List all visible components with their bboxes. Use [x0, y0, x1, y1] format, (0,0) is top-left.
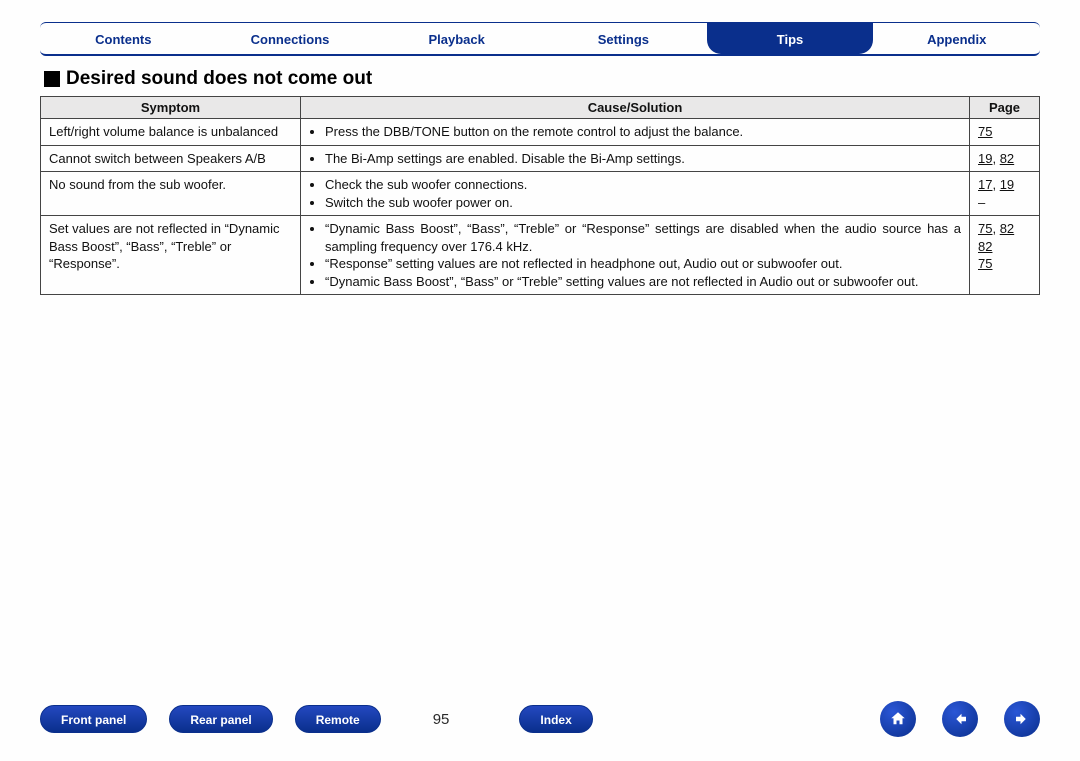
- tab-label: Playback: [428, 32, 484, 47]
- page-cell: 19, 82: [970, 145, 1040, 172]
- tab-playback[interactable]: Playback: [373, 23, 540, 54]
- arrow-right-icon: [1013, 710, 1031, 728]
- button-label: Front panel: [61, 713, 126, 727]
- tab-label: Settings: [598, 32, 649, 47]
- cause-item: The Bi-Amp settings are enabled. Disable…: [325, 150, 961, 168]
- top-nav: Contents Connections Playback Settings T…: [40, 22, 1040, 56]
- front-panel-button[interactable]: Front panel: [40, 705, 147, 733]
- page-link[interactable]: 19: [978, 151, 992, 166]
- cause-cell: Check the sub woofer connections.Switch …: [301, 172, 970, 216]
- page-link[interactable]: 75: [978, 221, 992, 236]
- page-link[interactable]: 82: [978, 239, 992, 254]
- cause-item: “Response” setting values are not reflec…: [325, 255, 961, 273]
- symptom-cell: Left/right volume balance is unbalanced: [41, 119, 301, 146]
- section-header: Desired sound does not come out: [44, 68, 1040, 90]
- prev-page-button[interactable]: [942, 701, 978, 737]
- cause-item: Switch the sub woofer power on.: [325, 194, 961, 212]
- home-icon: [889, 710, 907, 728]
- tab-label: Appendix: [927, 32, 986, 47]
- page-link[interactable]: 19: [1000, 177, 1014, 192]
- button-label: Remote: [316, 713, 360, 727]
- nav-circle-group: [880, 701, 1040, 737]
- page-number: 95: [433, 711, 450, 728]
- page-link[interactable]: 82: [1000, 221, 1014, 236]
- tab-tips[interactable]: Tips: [707, 23, 874, 54]
- tab-label: Connections: [251, 32, 330, 47]
- tab-settings[interactable]: Settings: [540, 23, 707, 54]
- remote-button[interactable]: Remote: [295, 705, 381, 733]
- tab-label: Contents: [95, 32, 151, 47]
- cause-cell: The Bi-Amp settings are enabled. Disable…: [301, 145, 970, 172]
- symptom-cell: Set values are not reflected in “Dynamic…: [41, 216, 301, 295]
- page-cell: 75, 828275: [970, 216, 1040, 295]
- cause-item: “Dynamic Bass Boost”, “Bass”, “Treble” o…: [325, 220, 961, 255]
- table-header-row: Symptom Cause/Solution Page: [41, 97, 1040, 119]
- cause-cell: Press the DBB/TONE button on the remote …: [301, 119, 970, 146]
- tab-connections[interactable]: Connections: [207, 23, 374, 54]
- cause-item: “Dynamic Bass Boost”, “Bass” or “Treble”…: [325, 273, 961, 291]
- table-row: Left/right volume balance is unbalanced P…: [41, 119, 1040, 146]
- symptom-cell: Cannot switch between Speakers A/B: [41, 145, 301, 172]
- next-page-button[interactable]: [1004, 701, 1040, 737]
- troubleshooting-table: Symptom Cause/Solution Page Left/right v…: [40, 96, 1040, 295]
- page-link[interactable]: 82: [1000, 151, 1014, 166]
- page-cell: 75: [970, 119, 1040, 146]
- square-bullet-icon: [44, 71, 60, 87]
- tab-appendix[interactable]: Appendix: [873, 23, 1040, 54]
- cause-item: Check the sub woofer connections.: [325, 176, 961, 194]
- button-label: Index: [540, 713, 571, 727]
- bottom-nav: Front panel Rear panel Remote 95 Index: [40, 701, 1040, 737]
- tab-contents[interactable]: Contents: [40, 23, 207, 54]
- page-dash: –: [978, 195, 985, 210]
- button-label: Rear panel: [190, 713, 251, 727]
- table-row: No sound from the sub woofer.Check the s…: [41, 172, 1040, 216]
- col-page: Page: [970, 97, 1040, 119]
- index-button[interactable]: Index: [519, 705, 592, 733]
- cause-item: Press the DBB/TONE button on the remote …: [325, 123, 961, 141]
- page-link[interactable]: 75: [978, 124, 992, 139]
- table-row: Cannot switch between Speakers A/B The Bi…: [41, 145, 1040, 172]
- tab-label: Tips: [777, 32, 804, 47]
- table-row: Set values are not reflected in “Dynamic…: [41, 216, 1040, 295]
- rear-panel-button[interactable]: Rear panel: [169, 705, 272, 733]
- arrow-left-icon: [951, 710, 969, 728]
- page-link[interactable]: 17: [978, 177, 992, 192]
- symptom-cell: No sound from the sub woofer.: [41, 172, 301, 216]
- section-title: Desired sound does not come out: [66, 68, 372, 90]
- col-cause: Cause/Solution: [301, 97, 970, 119]
- page-link[interactable]: 75: [978, 256, 992, 271]
- home-button[interactable]: [880, 701, 916, 737]
- page-cell: 17, 19–: [970, 172, 1040, 216]
- col-symptom: Symptom: [41, 97, 301, 119]
- cause-cell: “Dynamic Bass Boost”, “Bass”, “Treble” o…: [301, 216, 970, 295]
